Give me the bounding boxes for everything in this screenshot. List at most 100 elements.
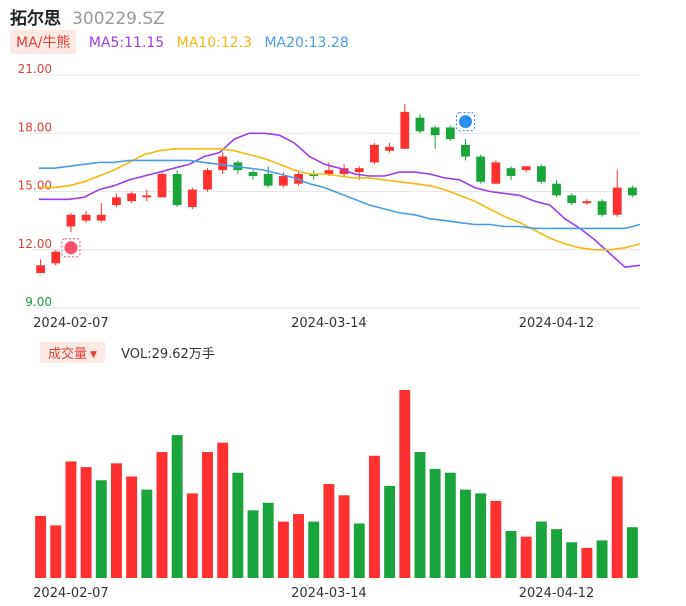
ma10-legend-label: MA10:12.3 bbox=[176, 35, 252, 51]
candle bbox=[461, 139, 470, 161]
candle-body bbox=[218, 156, 228, 171]
candle-body bbox=[248, 172, 258, 176]
candle bbox=[430, 125, 440, 149]
kline-y-axis: 21.00 18.00 15.00 12.00 9.00 bbox=[18, 62, 52, 309]
ma5-line bbox=[39, 132, 641, 269]
candle-body bbox=[96, 214, 106, 221]
candle bbox=[127, 191, 137, 204]
ma5-legend-label: MA5:11.15 bbox=[88, 35, 165, 51]
volume-legend: 成交量 ▼ VOL:29.62万手 bbox=[40, 342, 215, 363]
volume-toggle-button[interactable]: 成交量 ▼ bbox=[40, 342, 105, 363]
volume-bar bbox=[566, 542, 578, 578]
volume-bar bbox=[35, 515, 47, 578]
candle bbox=[476, 154, 486, 184]
candle-body bbox=[567, 195, 577, 204]
volume-bar bbox=[444, 472, 456, 578]
volume-bar bbox=[368, 455, 380, 578]
candle bbox=[400, 104, 410, 149]
volume-bar bbox=[535, 521, 547, 578]
candle-body bbox=[112, 197, 121, 206]
candle bbox=[66, 212, 76, 233]
candle-body bbox=[506, 168, 516, 176]
y-tick-label: 12.00 bbox=[18, 237, 52, 251]
candle bbox=[385, 142, 395, 153]
volume-bar bbox=[581, 547, 593, 578]
candle bbox=[203, 168, 212, 192]
volume-bar bbox=[262, 502, 274, 578]
volume-bar bbox=[490, 500, 502, 578]
x-tick-label: 2024-04-12 bbox=[519, 316, 595, 331]
caret-down-icon: ▼ bbox=[90, 350, 97, 360]
candle bbox=[415, 113, 425, 134]
candle bbox=[112, 193, 121, 208]
markers bbox=[61, 112, 475, 258]
ma-lines bbox=[39, 132, 641, 269]
candle-body bbox=[142, 195, 152, 198]
candle-body bbox=[582, 201, 592, 204]
volume-bar bbox=[460, 489, 471, 578]
volume-bar bbox=[156, 452, 168, 578]
candle-body bbox=[278, 175, 288, 186]
candle-body bbox=[461, 144, 470, 157]
candle-body bbox=[552, 183, 561, 196]
marker-dot bbox=[458, 115, 472, 129]
candle bbox=[628, 185, 637, 198]
candle-body bbox=[36, 265, 45, 274]
volume-bar bbox=[50, 525, 62, 578]
volume-bar bbox=[202, 452, 213, 578]
candle-body bbox=[400, 111, 410, 149]
candle bbox=[81, 210, 91, 223]
volume-bar bbox=[171, 435, 183, 578]
ma-legend: MA/牛熊 MA5:11.15 MA10:12.3 MA20:13.28 bbox=[10, 30, 349, 54]
volume-bar bbox=[277, 521, 289, 578]
candle bbox=[567, 193, 577, 206]
candle bbox=[582, 199, 592, 206]
candle bbox=[445, 125, 455, 142]
ma20-legend-label: MA20:13.28 bbox=[264, 35, 349, 51]
x-tick-label: 2024-02-07 bbox=[33, 316, 109, 331]
candle-body bbox=[203, 170, 212, 190]
y-tick-label: 21.00 bbox=[18, 62, 52, 76]
candle bbox=[552, 179, 561, 198]
candle bbox=[521, 166, 531, 173]
y-tick-label: 9.00 bbox=[25, 295, 52, 309]
candle-body bbox=[51, 251, 61, 264]
candle bbox=[187, 187, 197, 209]
candle bbox=[96, 203, 106, 223]
candle-body bbox=[476, 156, 486, 182]
volume-bar bbox=[551, 529, 563, 578]
volume-bar bbox=[611, 476, 623, 578]
candle bbox=[309, 170, 319, 180]
volume-bar bbox=[323, 484, 335, 578]
volume-bar bbox=[80, 467, 92, 578]
volume-bar bbox=[429, 468, 441, 578]
candle-body bbox=[263, 174, 273, 186]
bull-marker-icon bbox=[61, 238, 81, 258]
y-tick-label: 15.00 bbox=[18, 179, 52, 193]
volume-x-tick-label: 2024-04-12 bbox=[519, 586, 595, 601]
volume-bar bbox=[186, 493, 198, 578]
volume-value-label: VOL:29.62万手 bbox=[121, 347, 215, 362]
stock-name: 拓尔思 bbox=[10, 9, 61, 29]
volume-bars bbox=[35, 390, 638, 578]
volume-bar bbox=[217, 442, 229, 578]
candles bbox=[36, 104, 637, 274]
candle bbox=[491, 160, 501, 184]
marker-frame bbox=[61, 238, 81, 258]
volume-bar bbox=[353, 523, 365, 578]
candle-body bbox=[521, 166, 531, 171]
volume-bar bbox=[596, 540, 608, 578]
candle bbox=[506, 166, 516, 180]
candle-body bbox=[445, 127, 455, 140]
candle-body bbox=[628, 187, 637, 196]
candle-body bbox=[81, 214, 91, 221]
volume-bar bbox=[626, 527, 638, 578]
volume-bar bbox=[110, 463, 122, 578]
candle-body bbox=[385, 146, 395, 151]
volume-bar bbox=[338, 495, 350, 578]
y-tick-label: 18.00 bbox=[18, 120, 52, 134]
x-tick-label: 2024-03-14 bbox=[291, 316, 367, 331]
candle bbox=[612, 170, 622, 217]
candle-body bbox=[430, 127, 440, 136]
ma-toggle-button[interactable]: MA/牛熊 bbox=[10, 30, 77, 54]
